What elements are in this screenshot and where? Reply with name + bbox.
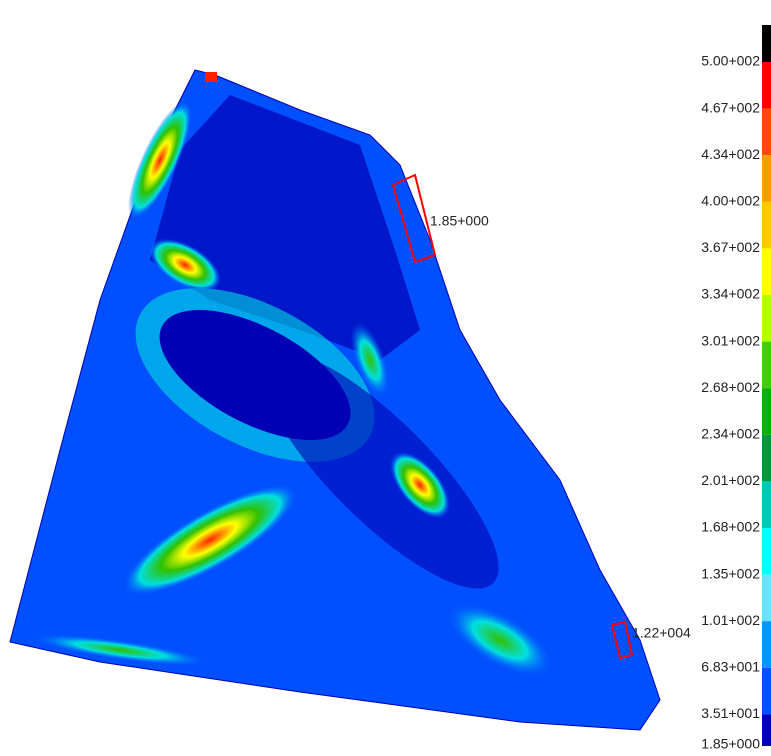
legend-label: 4.67+002 (701, 99, 760, 115)
legend-swatch (762, 342, 771, 389)
legend-swatch (762, 248, 771, 295)
legend-swatch (762, 714, 771, 746)
legend-label: 2.34+002 (701, 426, 760, 442)
legend-swatch (762, 295, 771, 342)
legend-label: 4.00+002 (701, 193, 760, 209)
legend-swatch (762, 25, 771, 62)
legend-swatch (762, 621, 771, 668)
legend-swatch (762, 62, 771, 109)
legend-label: 2.01+002 (701, 472, 760, 488)
legend-label: 1.01+002 (701, 612, 760, 628)
legend-swatch (762, 528, 771, 575)
legend-label: 3.67+002 (701, 239, 760, 255)
legend-label: 2.68+002 (701, 379, 760, 395)
legend-label: 3.34+002 (701, 286, 760, 302)
legend-label: 5.00+002 (701, 53, 760, 69)
legend-label: 4.34+002 (701, 146, 760, 162)
legend-swatch (762, 202, 771, 249)
legend-label: 6.83+001 (701, 659, 760, 675)
legend-label: 3.01+002 (701, 332, 760, 348)
legend-label: 1.68+002 (701, 519, 760, 535)
legend-swatch (762, 155, 771, 202)
legend-swatch (762, 668, 771, 715)
legend-swatch (762, 481, 771, 528)
legend-label: 3.51+001 (701, 705, 760, 721)
part (10, 70, 660, 730)
legend-label: 1.85+000 (701, 736, 760, 752)
contour-plot: 5.00+002 4.67+002 4.34+002 4.00+002 3.67+002… (0, 0, 771, 756)
color-legend: 5.00+002 4.67+002 4.34+002 4.00+002 3.67+002… (701, 25, 771, 752)
legend-swatch (762, 109, 771, 156)
annotation: 1.22+004 (632, 625, 691, 641)
legend-label: 1.35+002 (701, 565, 760, 581)
legend-swatch (762, 435, 771, 482)
viewport: 5.00+002 4.67+002 4.34+002 4.00+002 3.67+002… (0, 0, 771, 756)
legend-swatch (762, 388, 771, 435)
legend-swatch (762, 575, 771, 622)
annotation: 1.85+000 (430, 213, 489, 229)
